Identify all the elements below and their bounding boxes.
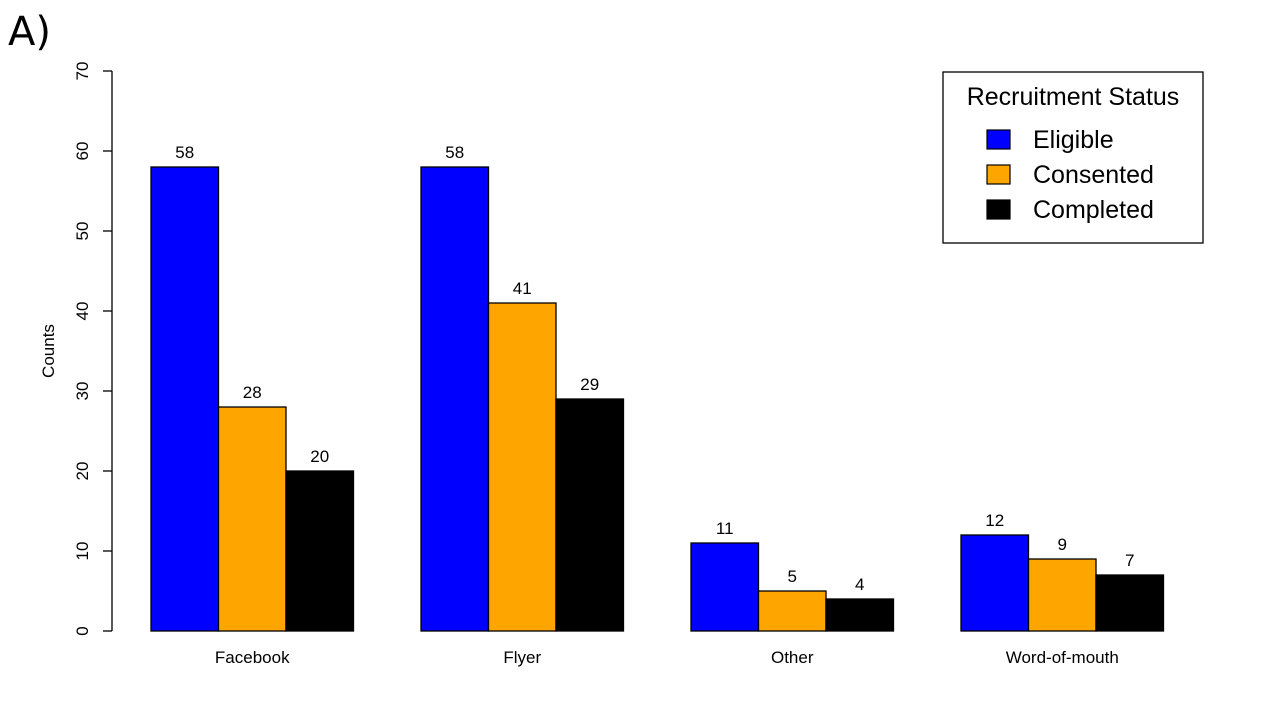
x-tick-label: Word-of-mouth (1006, 648, 1119, 667)
data-label: 9 (1058, 535, 1067, 554)
bar (420, 166, 490, 632)
y-tick-label: 10 (73, 542, 92, 561)
bar (487, 302, 557, 632)
x-tick-label: Other (771, 648, 814, 667)
y-tick-label: 60 (73, 142, 92, 161)
x-tick-label: Facebook (215, 648, 290, 667)
legend-entry: Completed (1033, 196, 1154, 224)
legend-entry: Consented (1033, 161, 1154, 189)
legend-swatch (986, 164, 1011, 185)
bar (960, 534, 1030, 632)
y-axis-label: Counts (39, 324, 58, 378)
data-label: 58 (445, 143, 464, 162)
bar (555, 398, 625, 632)
data-label: 12 (985, 511, 1004, 530)
x-axis-labels: Facebook Flyer Other Word-of-mouth (215, 648, 1119, 667)
y-tick-label: 70 (73, 62, 92, 81)
data-label: 28 (243, 383, 262, 402)
legend-swatch (986, 129, 1011, 150)
y-axis: 0 10 20 30 40 50 60 70 (73, 62, 113, 636)
y-tick-label: 0 (73, 626, 92, 635)
y-tick-label: 40 (73, 302, 92, 321)
y-tick-label: 50 (73, 222, 92, 241)
legend: Recruitment Status Eligible Consented Comp… (942, 71, 1204, 244)
y-tick-label: 20 (73, 462, 92, 481)
y-tick-label: 30 (73, 382, 92, 401)
panel-label: A) (8, 9, 51, 55)
bar (757, 590, 827, 632)
data-label: 20 (310, 447, 329, 466)
data-label: 4 (855, 575, 864, 594)
data-label: 41 (513, 279, 532, 298)
data-label: 11 (716, 519, 734, 538)
legend-title: Recruitment Status (967, 83, 1180, 111)
legend-box (942, 71, 1204, 244)
bar (217, 406, 287, 632)
data-label: 5 (788, 567, 797, 586)
bar (825, 598, 895, 632)
x-tick-label: Flyer (503, 648, 541, 667)
data-label: 58 (175, 143, 194, 162)
bar (1095, 574, 1165, 632)
bar (1027, 558, 1097, 632)
bar (690, 542, 760, 632)
legend-swatch (986, 199, 1011, 220)
legend-entry: Eligible (1033, 126, 1114, 154)
bar (285, 470, 355, 632)
data-label: 29 (580, 375, 599, 394)
bar (150, 166, 220, 632)
data-label: 7 (1125, 551, 1134, 570)
